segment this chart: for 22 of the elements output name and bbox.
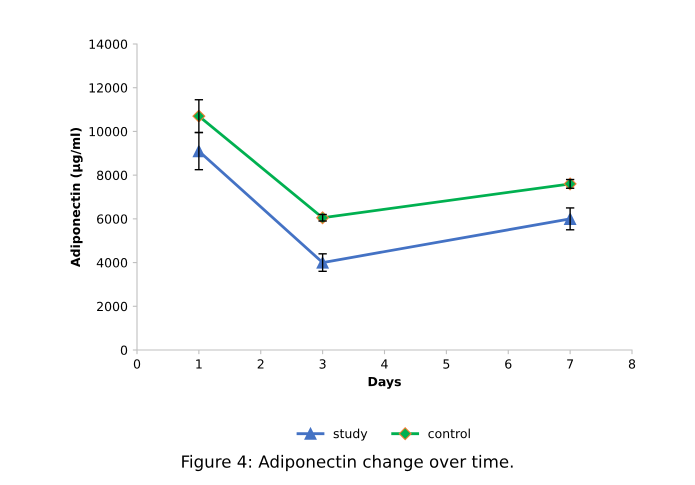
x-tick-label: 4 [381, 359, 388, 369]
y-tick-label: 10000 [90, 126, 128, 136]
y-tick-label: 14000 [90, 39, 128, 49]
y-tick-label: 12000 [90, 83, 128, 93]
x-tick-label: 1 [196, 359, 202, 369]
y-axis-title: Adiponectin (µg/ml) [70, 128, 83, 268]
x-tick-label: 6 [505, 359, 512, 369]
x-tick-label: 5 [443, 359, 450, 369]
x-axis-title: Days [368, 376, 401, 389]
text: Figure 4: Adiponectin change over time. [182, 454, 513, 472]
x-tick-label: 8 [628, 359, 636, 369]
x-tick-label: 3 [320, 359, 326, 369]
y-tick-label: 2000 [97, 302, 128, 312]
y-tick-label: 6000 [97, 214, 128, 224]
y-tick-label: 8000 [97, 170, 128, 180]
y-tick-label: 4000 [96, 258, 128, 268]
x-tick-label: 0 [134, 359, 140, 369]
x-tick-label: 2 [258, 359, 264, 369]
x-tick-label: 7 [567, 359, 574, 369]
legend-label: study [334, 428, 368, 441]
legend-label: control [428, 428, 470, 438]
y-tick-label: 0 [120, 345, 128, 355]
